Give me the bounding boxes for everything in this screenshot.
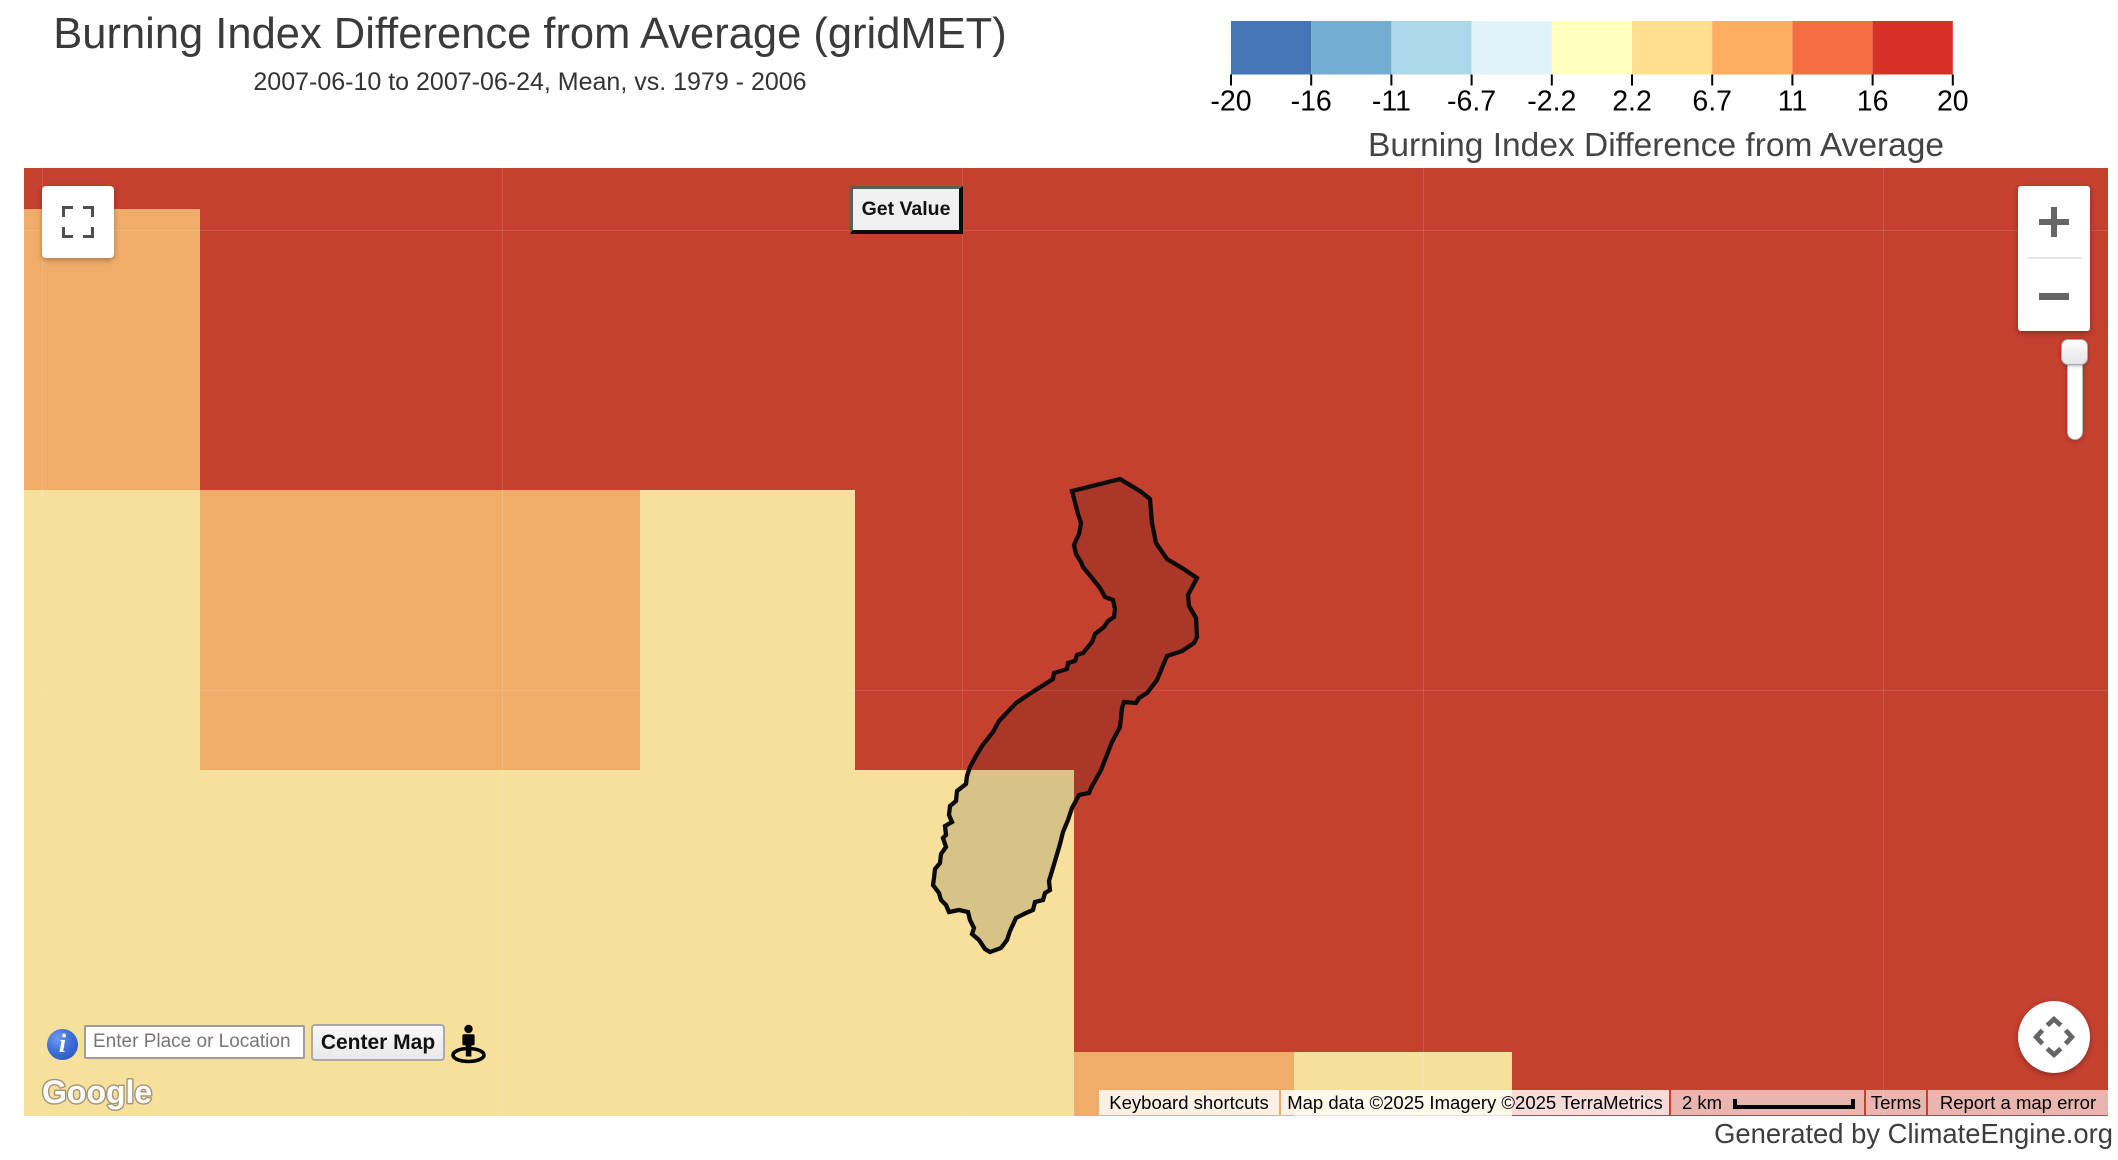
svg-text:Google: Google <box>42 1074 152 1110</box>
svg-text:Burning Index Difference from: Burning Index Difference from Average <box>1368 127 1944 164</box>
svg-text:2.2: 2.2 <box>1612 86 1652 118</box>
svg-text:-16: -16 <box>1291 86 1332 118</box>
svg-text:-20: -20 <box>1210 86 1251 118</box>
svg-text:11: 11 <box>1778 86 1808 118</box>
svg-text:16: 16 <box>1857 86 1889 118</box>
svg-text:-6.7: -6.7 <box>1447 86 1496 118</box>
svg-text:20: 20 <box>1937 86 1969 118</box>
svg-text:-11: -11 <box>1372 86 1411 118</box>
svg-text:6.7: 6.7 <box>1692 86 1732 118</box>
svg-text:-2.2: -2.2 <box>1527 86 1576 118</box>
